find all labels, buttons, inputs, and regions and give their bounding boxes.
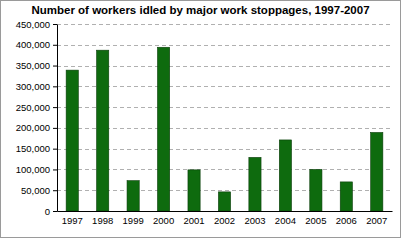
grid [57,25,392,212]
x-tick: 2006 [336,211,357,226]
x-tick: 2001 [183,211,204,226]
y-axis: 0 50,000 100,000 150,000 200,000 250,000 300,0… [16,19,58,217]
bar [249,157,261,211]
x-tick-label: 2002 [214,215,235,226]
x-tick: 2000 [153,211,174,226]
x-tick: 1999 [123,211,144,226]
y-tick: 300,000 [16,81,57,92]
y-axis-line [57,25,58,212]
y-tick-label: 450,000 [16,19,50,30]
y-tick-mark [53,66,57,67]
y-tick-label: 250,000 [16,102,50,113]
y-tick: 400,000 [16,39,57,50]
bar [66,70,78,211]
y-tick-mark [53,149,57,150]
bar [127,181,139,211]
bar [188,170,200,211]
y-tick: 200,000 [16,122,57,133]
x-tick-label: 1999 [123,215,144,226]
y-tick-label: 200,000 [16,122,50,133]
x-tick: 2002 [214,211,235,226]
y-tick-mark [53,45,57,46]
y-tick-mark [53,86,57,87]
x-axis: 1997 1998 1999 2000 2001 2002 2003 2004 2005 2006… [58,211,393,226]
chart-border [1,1,401,238]
bar [97,50,109,211]
bar [310,169,322,211]
x-tick: 2004 [275,211,296,226]
y-tick-label: 350,000 [16,60,50,71]
y-tick-mark [53,24,57,25]
x-tick-label: 2005 [305,215,326,226]
x-tick: 2005 [305,211,326,226]
x-tick-label: 2004 [275,215,296,226]
title: Number of workers idled by major work st… [31,4,369,16]
x-tick-label: 2006 [336,215,357,226]
y-tick-label: 400,000 [16,39,50,50]
x-tick-label: 2007 [366,215,387,226]
x-tick-label: 1998 [92,215,113,226]
y-tick-label: 0 [45,206,50,217]
x-tick: 2003 [244,211,265,226]
x-tick: 1997 [62,211,83,226]
bar [279,140,291,211]
y-tick: 100,000 [16,164,57,175]
x-tick-label: 2003 [244,215,265,226]
grid-line [57,24,392,25]
grid-line [57,45,392,46]
y-tick-mark [53,169,57,170]
y-tick: 0 [45,206,57,217]
y-tick-label: 300,000 [16,81,50,92]
bar [158,47,170,211]
x-tick: 2007 [366,211,387,226]
bar [218,192,230,211]
y-tick-label: 50,000 [21,185,50,196]
y-tick-mark [53,128,57,129]
y-tick: 450,000 [16,19,57,30]
y-tick-mark [53,211,57,212]
chart: Number of workers idled by major work st… [0,0,401,238]
y-tick: 150,000 [16,143,57,154]
y-tick: 350,000 [16,60,57,71]
y-tick-label: 150,000 [16,143,50,154]
x-tick-label: 1997 [62,215,83,226]
y-tick: 250,000 [16,102,57,113]
y-tick-mark [53,107,57,108]
x-tick: 1998 [92,211,113,226]
x-tick-label: 2000 [153,215,174,226]
bar [340,182,352,211]
bars [66,47,383,211]
bar [371,132,383,211]
x-axis-line [58,211,393,212]
x-tick-label: 2001 [183,215,204,226]
y-tick: 50,000 [21,185,57,196]
y-tick-mark [53,190,57,191]
y-tick-label: 100,000 [16,164,50,175]
grid-line [57,211,392,212]
plot: 0 50,000 100,000 150,000 200,000 250,000 300,0… [16,19,393,226]
